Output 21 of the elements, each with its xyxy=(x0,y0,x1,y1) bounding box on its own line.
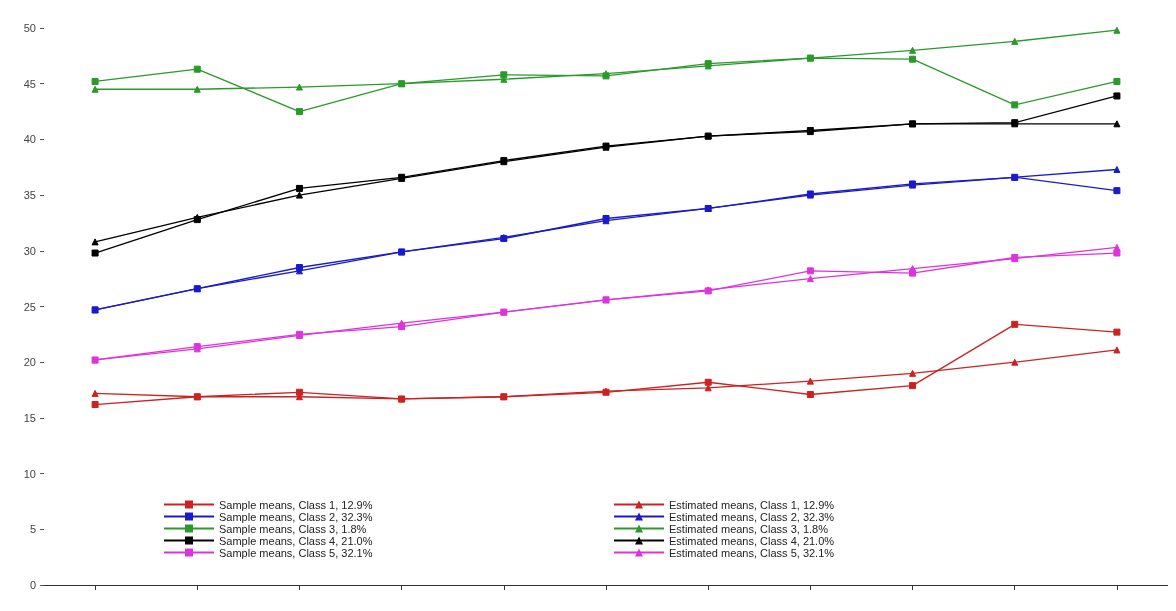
legend-label: Estimated means, Class 3, 1.8% xyxy=(669,522,829,535)
y-tick-label: 10 xyxy=(23,467,36,480)
legend-label: Sample means, Class 5, 32.1% xyxy=(219,546,373,559)
legend-label: Sample means, Class 3, 1.8% xyxy=(219,522,367,535)
y-tick-label: 25 xyxy=(23,300,36,313)
y-tick-label: 0 xyxy=(29,579,36,591)
y-tick-label: 5 xyxy=(29,523,36,536)
legend-label: Sample means, Class 1, 12.9% xyxy=(219,498,373,511)
legend-label: Estimated means, Class 2, 32.3% xyxy=(669,510,835,523)
legend-label: Sample means, Class 2, 32.3% xyxy=(219,510,373,523)
y-tick-label: 15 xyxy=(23,411,36,424)
legend-label: Estimated means, Class 5, 32.1% xyxy=(669,546,835,559)
y-tick-label: 45 xyxy=(23,77,36,90)
y-tick-label: 40 xyxy=(23,133,36,146)
y-tick-label: 20 xyxy=(23,356,36,369)
legend-label: Sample means, Class 4, 21.0% xyxy=(219,534,373,547)
y-tick-label: 30 xyxy=(23,244,36,257)
legend-label: Estimated means, Class 4, 21.0% xyxy=(669,534,835,547)
y-tick-label: 35 xyxy=(23,189,36,202)
y-tick-label: 50 xyxy=(23,22,36,34)
legend-label: Estimated means, Class 1, 12.9% xyxy=(669,498,835,511)
